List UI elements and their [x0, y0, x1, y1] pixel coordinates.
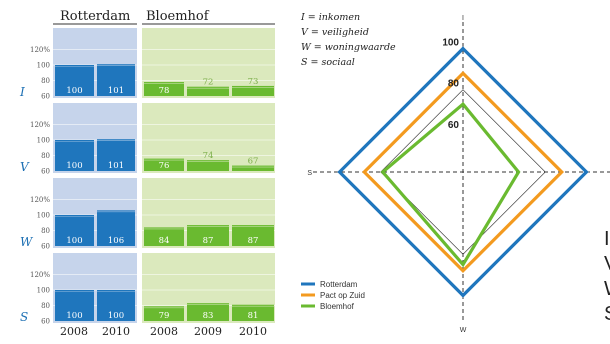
radar-axis-label-i: I — [462, 15, 464, 22]
bar-rotterdam — [97, 210, 135, 246]
x-tick-label: 2008 — [60, 325, 88, 338]
bar-rotterdam — [97, 139, 135, 171]
bar-rotterdam — [55, 290, 94, 321]
y-tick-label: 80 — [41, 152, 50, 160]
bar-value-label: 100 — [108, 311, 124, 321]
y-tick-label: 80 — [41, 302, 50, 310]
legend-label: Rotterdam — [320, 280, 358, 289]
cutoff-letter: I — [604, 228, 610, 250]
bar-bloemhof — [144, 82, 184, 96]
bar-bloemhof — [144, 158, 184, 171]
radar-axis-label-s: S — [307, 170, 312, 177]
bar-bloemhof — [187, 160, 229, 171]
bar-bloemhof — [232, 304, 274, 321]
radar-definition: I = inkomen — [300, 12, 360, 23]
bar-rotterdam — [97, 64, 135, 96]
radar-ring-label: 100 — [442, 38, 459, 49]
panel-letter: S — [20, 310, 28, 324]
y-tick-label: 60 — [41, 93, 50, 101]
y-tick-label: 120% — [30, 46, 50, 54]
bar-value-label: 72 — [203, 78, 214, 88]
radar-reference-ring — [380, 89, 546, 255]
y-tick-label: 120% — [30, 271, 50, 279]
bar-bloemhof — [144, 306, 184, 321]
bar-rotterdam — [55, 65, 94, 96]
cutoff-letter: S — [604, 303, 610, 325]
legend-label: Bloemhof — [320, 302, 355, 311]
x-tick-label: 2009 — [194, 325, 222, 338]
bar-bloemhof — [232, 85, 274, 96]
radar-ring-label: 60 — [448, 120, 460, 131]
legend-label: Pact op Zuid — [320, 291, 365, 300]
bar-value-label: 101 — [108, 86, 124, 96]
x-tick-label: 2010 — [239, 325, 267, 338]
bar-value-label: 79 — [159, 311, 170, 321]
panel-letter: W — [20, 235, 34, 249]
bar-value-label: 100 — [66, 236, 82, 246]
y-tick-label: 120% — [30, 196, 50, 204]
bar-bloemhof — [232, 165, 274, 171]
radar-series-bloemhof — [380, 101, 521, 268]
x-tick-label: 2008 — [150, 325, 178, 338]
bar-value-label: 100 — [66, 311, 82, 321]
bar-value-label: 74 — [203, 151, 214, 161]
bar-value-label: 101 — [108, 161, 124, 171]
radar-series-pact-op-zuid — [361, 70, 565, 274]
radar-axis-label-w: W — [460, 327, 467, 334]
radar-ring-label: 80 — [448, 79, 460, 90]
bar-rotterdam — [55, 140, 94, 171]
bar-bloemhof — [232, 225, 274, 246]
y-tick-label: 120% — [30, 121, 50, 129]
y-tick-label: 100 — [37, 212, 50, 220]
bar-value-label: 67 — [248, 157, 259, 167]
radar-series-rotterdam — [337, 46, 589, 298]
radar-definition: W = woningwaarde — [301, 42, 396, 53]
bar-value-label: 73 — [248, 77, 259, 87]
bar-value-label: 100 — [66, 86, 82, 96]
y-tick-label: 80 — [41, 227, 50, 235]
group-label-rotterdam: Rotterdam — [60, 9, 130, 24]
panel-letter: I — [19, 85, 25, 99]
radar-definition: V = veiligheid — [301, 27, 369, 38]
bar-value-label: 84 — [159, 236, 170, 246]
y-tick-label: 60 — [41, 243, 50, 251]
bar-rotterdam — [97, 290, 135, 321]
bar-bloemhof — [187, 303, 229, 321]
y-tick-label: 100 — [37, 137, 50, 145]
cutoff-letter: W — [604, 278, 610, 300]
y-tick-label: 100 — [37, 287, 50, 295]
bar-value-label: 83 — [203, 311, 214, 321]
x-tick-label: 2010 — [102, 325, 130, 338]
bar-value-label: 106 — [108, 236, 124, 246]
y-tick-label: 60 — [41, 168, 50, 176]
bar-bloemhof — [144, 227, 184, 246]
cutoff-letter: V — [604, 253, 610, 275]
bar-value-label: 100 — [66, 161, 82, 171]
bar-bloemhof — [187, 225, 229, 246]
bar-value-label: 81 — [248, 311, 259, 321]
y-tick-label: 100 — [37, 62, 50, 70]
y-tick-label: 60 — [41, 318, 50, 326]
bar-value-label: 78 — [159, 86, 170, 96]
bar-value-label: 76 — [159, 161, 170, 171]
bar-value-label: 87 — [248, 236, 259, 246]
radar-definition: S = sociaal — [301, 57, 355, 68]
bar-value-label: 87 — [203, 236, 214, 246]
bar-rotterdam — [55, 215, 94, 246]
y-tick-label: 80 — [41, 77, 50, 85]
bar-bloemhof — [187, 86, 229, 96]
group-label-bloemhof: Bloemhof — [146, 9, 210, 24]
panel-letter: V — [20, 160, 30, 174]
